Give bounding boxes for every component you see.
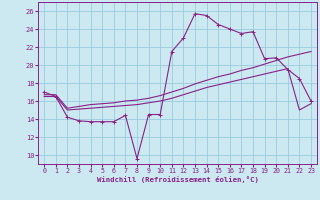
X-axis label: Windchill (Refroidissement éolien,°C): Windchill (Refroidissement éolien,°C) xyxy=(97,176,259,183)
